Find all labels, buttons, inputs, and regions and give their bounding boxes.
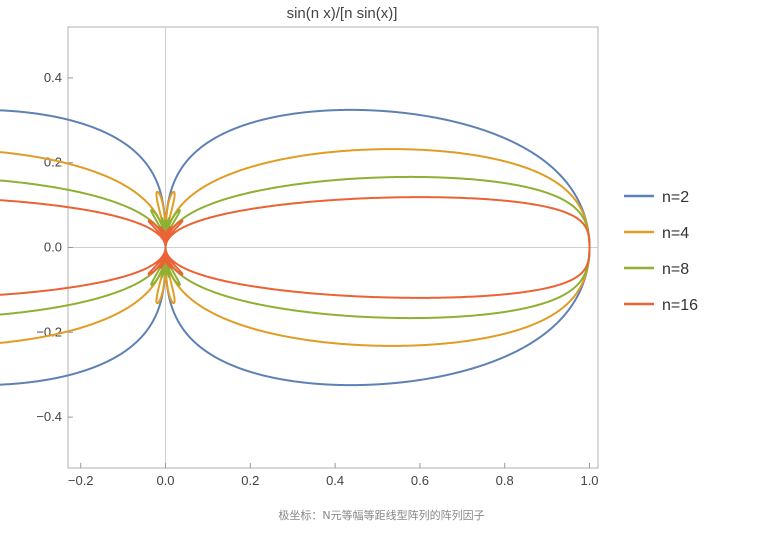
legend-label: n=4 (662, 225, 689, 242)
y-tick-label: −0.2 (36, 324, 62, 339)
legend-label: n=16 (662, 297, 698, 314)
y-tick-label: 0.0 (44, 240, 62, 255)
x-axis-ticks: −0.2 0.0 0.2 0.4 0.6 0.8 1.0 (68, 463, 599, 488)
x-tick-label: 0.8 (496, 473, 514, 488)
series-curves (0, 108, 591, 387)
y-axis-ticks: −0.4−0.20.00.20.4 (36, 70, 73, 424)
legend-label: n=2 (662, 189, 689, 206)
x-tick-label: 0.2 (241, 473, 259, 488)
figure-caption: 极坐标：N元等幅等距线型阵列的阵列因子 (278, 509, 485, 522)
x-tick-label: 0.4 (326, 473, 344, 488)
x-tick-label: −0.2 (68, 473, 94, 488)
chart-svg: −0.2 0.0 0.2 0.4 0.6 0.8 1.0 −0.4 −0.2 0.0 0.2 0.4… (0, 5, 698, 488)
legend-label: n=8 (662, 261, 689, 278)
x-tick-label: 0.6 (411, 473, 429, 488)
series-curve-n=16 (0, 196, 591, 299)
y-tick-label: −0.4 (36, 409, 62, 424)
x-tick-label: 1.0 (580, 473, 598, 488)
legend: n=2 n=4 n=8 n=16 (624, 189, 698, 314)
chart-title: sin(n x)/[n sin(x)] (287, 5, 398, 22)
x-tick-label: 0.0 (156, 473, 174, 488)
y-tick-label: 0.4 (44, 70, 62, 85)
